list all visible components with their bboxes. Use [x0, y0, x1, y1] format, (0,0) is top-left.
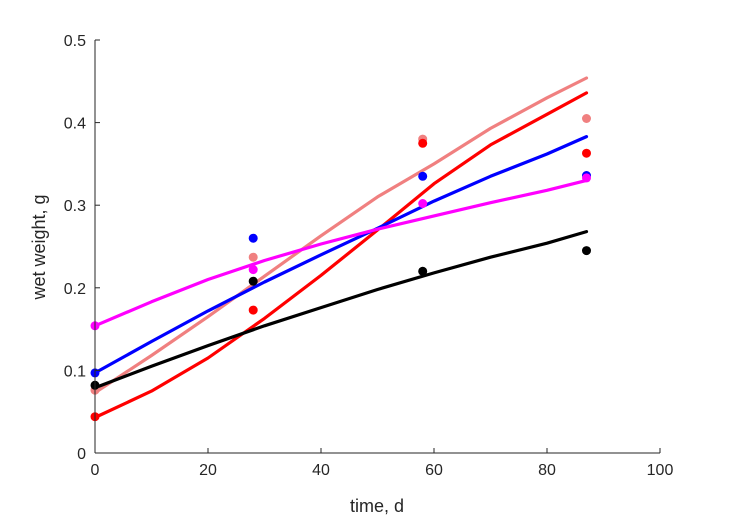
- x-tick-label: 60: [425, 462, 443, 479]
- data-point-3-2: [418, 199, 428, 208]
- data-point-0-1: [248, 252, 258, 262]
- x-tick-label: 100: [647, 462, 674, 479]
- data-point-2-2: [418, 171, 428, 181]
- data-point-4-2: [418, 266, 428, 276]
- y-ticks: 0 0.1 0.2 0.3 0.4 0.5: [64, 33, 100, 463]
- fit-line-0: [93, 76, 589, 395]
- fit-line-3: [93, 178, 589, 328]
- y-tick-label: 0.2: [64, 281, 86, 298]
- y-tick-label: 0.4: [64, 116, 86, 133]
- data-point-3-3: [582, 173, 591, 183]
- data-point-1-2: [418, 138, 428, 148]
- x-ticks: 0 20 40 60 80 100: [91, 448, 674, 479]
- data-point-1-1: [248, 305, 258, 315]
- data-point-4-3: [582, 246, 591, 256]
- x-tick-label: 80: [538, 462, 556, 479]
- x-tick-label: 0: [91, 462, 100, 479]
- fit-line-1: [93, 91, 589, 420]
- x-tick-label: 20: [199, 462, 217, 479]
- y-tick-label: 0.1: [64, 363, 86, 380]
- y-tick-label: 0.5: [64, 33, 86, 50]
- y-tick-label: 0: [77, 446, 86, 463]
- data-point-2-1: [248, 233, 258, 243]
- data-point-1-3: [582, 148, 591, 158]
- y-axis-label: wet weight, g: [29, 194, 49, 300]
- series-layer: [90, 76, 591, 422]
- data-point-0-3: [582, 114, 591, 123]
- y-tick-label: 0.3: [64, 198, 86, 215]
- data-point-3-1: [248, 265, 258, 275]
- data-point-4-1: [248, 276, 258, 286]
- fit-line-4: [93, 230, 589, 390]
- x-axis-label: time, d: [350, 496, 404, 516]
- fit-line-2: [93, 135, 589, 375]
- x-tick-label: 40: [312, 462, 330, 479]
